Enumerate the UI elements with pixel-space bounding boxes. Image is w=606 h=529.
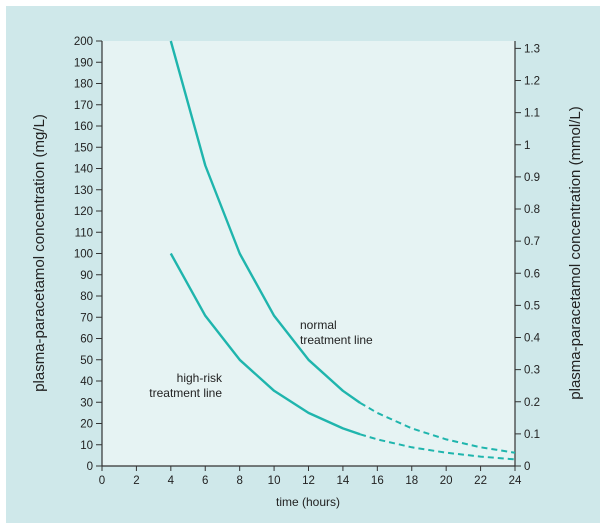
- annotation-normal-line2: treatment line: [300, 333, 373, 347]
- y2-tick-label: 0.7: [524, 236, 540, 248]
- x-tick-label: 2: [133, 475, 139, 487]
- y-tick-label: 200: [74, 36, 93, 48]
- high-risk-treatment-line-dashed: [359, 433, 516, 461]
- x-tick-label: 4: [168, 475, 175, 487]
- y-tick-label: 170: [74, 100, 93, 112]
- annotation-highrisk-line1: high-risk: [177, 371, 223, 385]
- y-tick-label: 180: [74, 79, 93, 91]
- y-tick-label: 130: [74, 185, 93, 197]
- y-tick-label: 90: [80, 270, 93, 282]
- y2-tick-label: 0.6: [524, 268, 540, 280]
- y2-tick-label: 0.8: [524, 204, 540, 216]
- y2-tick-label: 1.2: [524, 76, 540, 88]
- x-tick-label: 10: [268, 475, 281, 487]
- y2-tick-label: 0: [524, 461, 530, 473]
- y-tick-label: 10: [80, 440, 93, 452]
- y2-tick-label: 1: [524, 140, 530, 152]
- y2-tick-label: 0.9: [524, 172, 540, 184]
- y-tick-label: 70: [80, 312, 93, 324]
- x-tick-label: 20: [440, 475, 453, 487]
- y2-tick-label: 0.5: [524, 300, 540, 312]
- x-tick-label: 0: [99, 475, 105, 487]
- y-tick-label: 190: [74, 57, 93, 69]
- x-tick-label: 24: [509, 475, 522, 487]
- y-tick-label: 0: [87, 461, 93, 473]
- y-tick-label: 110: [75, 227, 93, 239]
- y-tick-label: 80: [80, 291, 93, 303]
- y2-tick-label: 0.1: [524, 429, 540, 441]
- x-tick-label: 18: [405, 475, 418, 487]
- y-tick-label: 160: [74, 121, 93, 133]
- y-tick-label: 30: [80, 397, 93, 409]
- y-tick-label: 150: [74, 142, 93, 154]
- y-tick-label: 50: [80, 355, 93, 367]
- chart-frame: 0 2 4 6 8 10 12 14 16 18 20 22 24 0 10 20 30 40 50 60 70 80 90…: [6, 6, 600, 523]
- x-tick-label: 16: [371, 475, 384, 487]
- x-axis-title: time (hours): [276, 495, 340, 509]
- y-axis-title: plasma-paracetamol concentration (mg/L): [31, 114, 48, 392]
- plot-area: [102, 41, 515, 466]
- y-tick-label: 100: [74, 249, 93, 261]
- annotation-normal-line1: normal: [300, 318, 337, 332]
- y-tick-label: 120: [74, 206, 93, 218]
- y2-tick-label: 1.1: [524, 108, 540, 120]
- ticks: 0 2 4 6 8 10 12 14 16 18 20 22 240102030405060708090…: [74, 36, 541, 487]
- y2-axis-title: plasma-paracetamol concentration (mmol/L…: [567, 106, 584, 399]
- y2-tick-label: 0.4: [524, 333, 541, 345]
- y2-tick-label: 1.3: [524, 43, 540, 55]
- y-tick-label: 140: [74, 164, 93, 176]
- x-tick-label: 12: [302, 475, 315, 487]
- normal-treatment-line-solid: [169, 40, 361, 404]
- y-tick-label: 40: [80, 376, 93, 388]
- y-tick-label: 60: [80, 334, 93, 346]
- y-tick-label: 20: [80, 419, 93, 431]
- normal-treatment-line-dashed: [359, 402, 516, 454]
- series-lines: [169, 40, 516, 461]
- annotation-highrisk-line2: treatment line: [149, 386, 222, 400]
- chart: 0 2 4 6 8 10 12 14 16 18 20 22 240102030405060708090…: [31, 36, 584, 509]
- x-tick-label: 8: [236, 475, 242, 487]
- high-risk-treatment-line-solid: [169, 252, 361, 436]
- y2-tick-label: 0.3: [524, 365, 540, 377]
- x-tick-label: 22: [474, 475, 487, 487]
- x-tick-label: 14: [337, 475, 350, 487]
- y2-tick-label: 0.2: [524, 397, 540, 409]
- x-tick-label: 6: [202, 475, 208, 487]
